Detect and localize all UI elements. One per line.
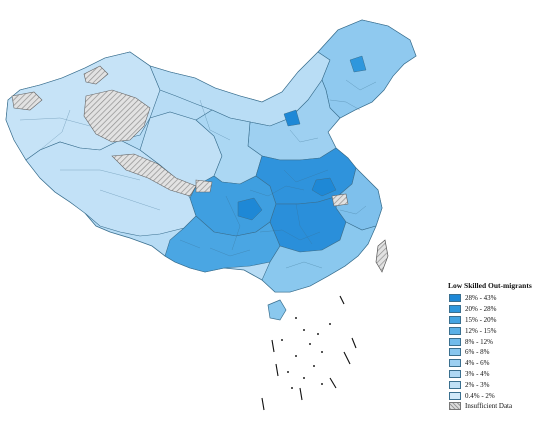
region-hotspot: [237, 197, 263, 221]
legend-swatch-hatched: [449, 402, 461, 411]
region-insufficient-data: [83, 65, 109, 85]
island-hainan: [267, 299, 287, 321]
legend-swatch: [449, 369, 461, 378]
legend-label: 20% - 28%: [465, 305, 497, 314]
legend-label: 2% - 3%: [465, 380, 490, 389]
prefecture-boundaries: [19, 79, 377, 269]
map-legend: Low Skilled Out-migrants 28% - 43% 20% - …: [446, 281, 550, 412]
region-south-coast: [261, 221, 377, 293]
region-insufficient-data: [11, 91, 43, 111]
legend-swatch: [449, 294, 461, 303]
south-china-sea-line: [261, 295, 357, 411]
legend-swatch: [449, 337, 461, 346]
legend-item: 4% - 6%: [446, 358, 550, 369]
legend-label: 12% - 15%: [465, 326, 497, 335]
region-insufficient-data: [83, 89, 151, 143]
legend-swatch: [449, 315, 461, 324]
legend-item: 6% - 8%: [446, 347, 550, 358]
legend-item: 3% - 4%: [446, 369, 550, 380]
region-northeast: [317, 19, 417, 119]
region-hotspot: [349, 55, 367, 73]
island-taiwan: [375, 239, 389, 273]
legend-item: 15% - 20%: [446, 315, 550, 326]
legend-item: 20% - 28%: [446, 304, 550, 315]
legend-item: 28% - 43%: [446, 293, 550, 304]
legend-swatch: [449, 305, 461, 314]
legend-label: 6% - 8%: [465, 348, 490, 357]
legend-item: 12% - 15%: [446, 325, 550, 336]
region-insufficient-data: [331, 193, 349, 207]
legend-item: 0.4% - 2%: [446, 390, 550, 401]
region-insufficient-data: [111, 153, 197, 197]
south-china-sea-islets: [281, 317, 331, 389]
legend-item: 2% - 3%: [446, 379, 550, 390]
legend-label: 4% - 6%: [465, 359, 490, 368]
legend-label: 3% - 4%: [465, 369, 490, 378]
region-hotspot: [311, 177, 337, 197]
legend-label: 28% - 43%: [465, 294, 497, 303]
legend-swatch: [449, 391, 461, 400]
legend-rows: 28% - 43% 20% - 28% 15% - 20% 12% - 15% 8% -…: [446, 293, 550, 412]
legend-swatch: [449, 380, 461, 389]
legend-label: 15% - 20%: [465, 315, 497, 324]
region-insufficient-data: [195, 179, 213, 193]
legend-swatch: [449, 348, 461, 357]
legend-item: 8% - 12%: [446, 336, 550, 347]
region-southwest: [164, 215, 281, 273]
region-hotspot: [283, 109, 301, 127]
legend-label: Insufficient Data: [465, 402, 513, 411]
legend-swatch: [449, 326, 461, 335]
legend-item-insufficient-data: Insufficient Data: [446, 401, 550, 412]
legend-title: Low Skilled Out-migrants: [448, 281, 532, 290]
legend-swatch: [449, 359, 461, 368]
legend-label: 0.4% - 2%: [465, 391, 495, 400]
legend-label: 8% - 12%: [465, 337, 493, 346]
